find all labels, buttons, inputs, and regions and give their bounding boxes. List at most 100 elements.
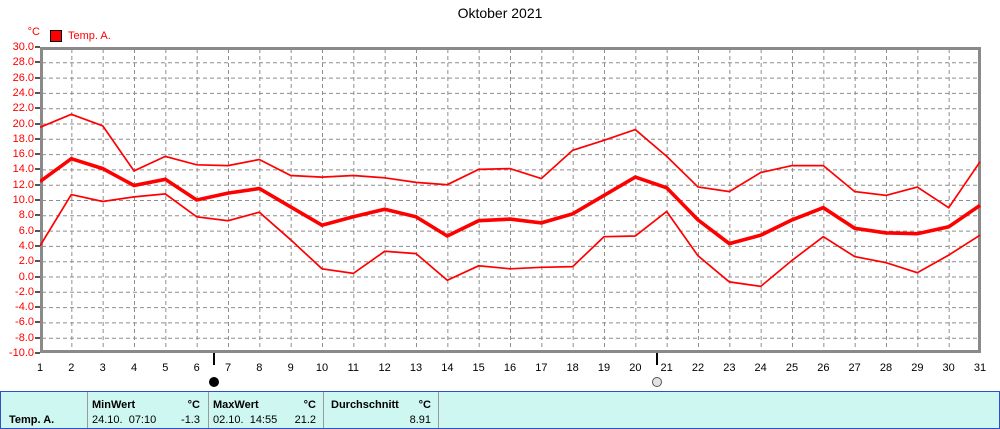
daily-max-line: [39, 113, 981, 209]
x-axis-label: 5: [162, 362, 169, 374]
table-row-label: Temp. A.: [9, 414, 55, 426]
maxwert-unit: °C: [303, 399, 316, 411]
table-divider: [323, 392, 324, 428]
maxwert-value: 21.2: [294, 414, 316, 426]
x-axis-label: 12: [378, 362, 391, 374]
x-axis-label: 4: [130, 362, 138, 374]
y-axis-tick: [35, 352, 40, 354]
y-axis-tick: [35, 91, 40, 94]
legend: Temp. A.: [50, 30, 111, 42]
y-axis-label: 16.0: [12, 148, 34, 161]
chart-title: Oktober 2021: [457, 5, 543, 21]
y-axis-label: 28.0: [12, 56, 34, 69]
y-axis-tick: [35, 214, 40, 217]
maxwert-datetime: 02.10. 14:55: [213, 414, 278, 426]
durchschnitt-unit: °C: [418, 399, 431, 411]
y-axis-label: 18.0: [12, 132, 34, 145]
y-axis-label: 12.0: [12, 178, 34, 191]
y-axis-label: 4.0: [18, 239, 34, 252]
y-axis-label: 26.0: [12, 71, 34, 84]
y-axis-label: 2.0: [18, 255, 34, 268]
y-axis-tick: [35, 290, 40, 293]
y-axis-label: 6.0: [18, 224, 34, 237]
y-axis-tick: [35, 275, 40, 278]
y-axis-tick: [35, 321, 40, 324]
x-axis-label: 31: [973, 362, 987, 374]
y-axis-label: 10.0: [12, 194, 34, 206]
x-axis-label: 14: [441, 362, 454, 374]
plot-svg: [38, 47, 982, 353]
y-axis-tick: [35, 183, 40, 186]
x-axis-label: 1: [36, 362, 44, 374]
x-axis-label: 26: [817, 362, 830, 374]
maxwert-header: MaxWert: [213, 399, 259, 411]
x-axis-label: 20: [629, 362, 642, 374]
y-axis-label: 24.0: [12, 86, 34, 99]
table-divider: [208, 392, 209, 428]
x-axis-label: 24: [754, 362, 767, 374]
y-axis-label: -4.0: [15, 301, 34, 314]
durchschnitt-value: 8.91: [409, 414, 431, 426]
y-axis-tick: [35, 137, 40, 140]
legend-label: Temp. A.: [68, 30, 111, 42]
y-axis-unit-label: °C: [27, 26, 40, 38]
y-axis-label: 0.0: [18, 270, 34, 283]
x-axis-label: 23: [723, 362, 736, 374]
plot-frame: [40, 47, 981, 353]
y-axis-label: -10.0: [8, 347, 34, 359]
y-axis-label: 20.0: [12, 117, 34, 130]
y-axis-tick: [35, 306, 40, 309]
x-axis-label: 27: [848, 362, 861, 374]
stats-table: Temp. A. MinWert °C 24.10. 07:10 -1.3 Ma…: [0, 391, 1000, 429]
x-axis-label: 2: [68, 362, 75, 374]
y-axis-label: 8.0: [18, 209, 34, 222]
x-axis-label: 18: [566, 362, 579, 374]
y-axis-tick: [35, 244, 40, 247]
y-axis-label: 30.0: [12, 41, 34, 53]
x-axis-label: 22: [691, 362, 705, 374]
moon-marker-tick: [656, 353, 659, 365]
x-axis-label: 15: [472, 362, 485, 374]
minwert-header: MinWert: [92, 399, 136, 411]
x-axis-label: 21: [660, 362, 673, 374]
y-axis-label: 14.0: [12, 163, 34, 176]
y-axis-tick: [35, 168, 40, 171]
y-axis-tick: [35, 199, 40, 201]
legend-swatch-icon: [50, 30, 62, 42]
x-axis-label: 17: [535, 362, 548, 374]
y-axis-tick: [35, 336, 40, 339]
x-axis-label: 28: [879, 362, 893, 374]
y-axis-tick: [35, 153, 40, 156]
x-axis-label: 10: [315, 362, 329, 374]
x-axis-label: 3: [99, 362, 106, 374]
durchschnitt-header: Durchschnitt: [331, 399, 399, 411]
y-axis-tick: [35, 260, 40, 263]
x-axis-label: 19: [597, 362, 611, 374]
x-axis-label: 7: [224, 362, 232, 374]
x-axis-label: 13: [409, 362, 423, 374]
table-divider: [438, 392, 439, 428]
y-axis-tick: [35, 46, 40, 48]
y-axis-tick: [35, 229, 40, 232]
full-moon-icon: [652, 377, 663, 387]
x-axis-label: 30: [942, 362, 955, 374]
table-divider: [87, 392, 88, 428]
x-axis-label: 16: [503, 362, 517, 374]
minwert-value: -1.3: [181, 414, 200, 426]
minwert-datetime: 24.10. 07:10: [92, 414, 157, 426]
new-moon-icon: [208, 377, 219, 387]
x-axis-label: 29: [911, 362, 924, 374]
y-axis-tick: [35, 61, 40, 64]
y-axis-tick: [35, 107, 40, 110]
x-axis-label: 6: [193, 362, 200, 374]
y-axis-tick: [35, 76, 40, 79]
y-axis-label: 22.0: [12, 102, 34, 115]
y-axis-tick: [35, 122, 40, 125]
y-axis-label: -2.0: [15, 285, 34, 298]
x-axis-label: 9: [287, 362, 294, 374]
x-axis-label: 25: [785, 362, 799, 374]
y-axis-label: -6.0: [15, 316, 34, 329]
x-axis-label: 11: [347, 362, 360, 374]
moon-marker-tick: [212, 353, 215, 365]
